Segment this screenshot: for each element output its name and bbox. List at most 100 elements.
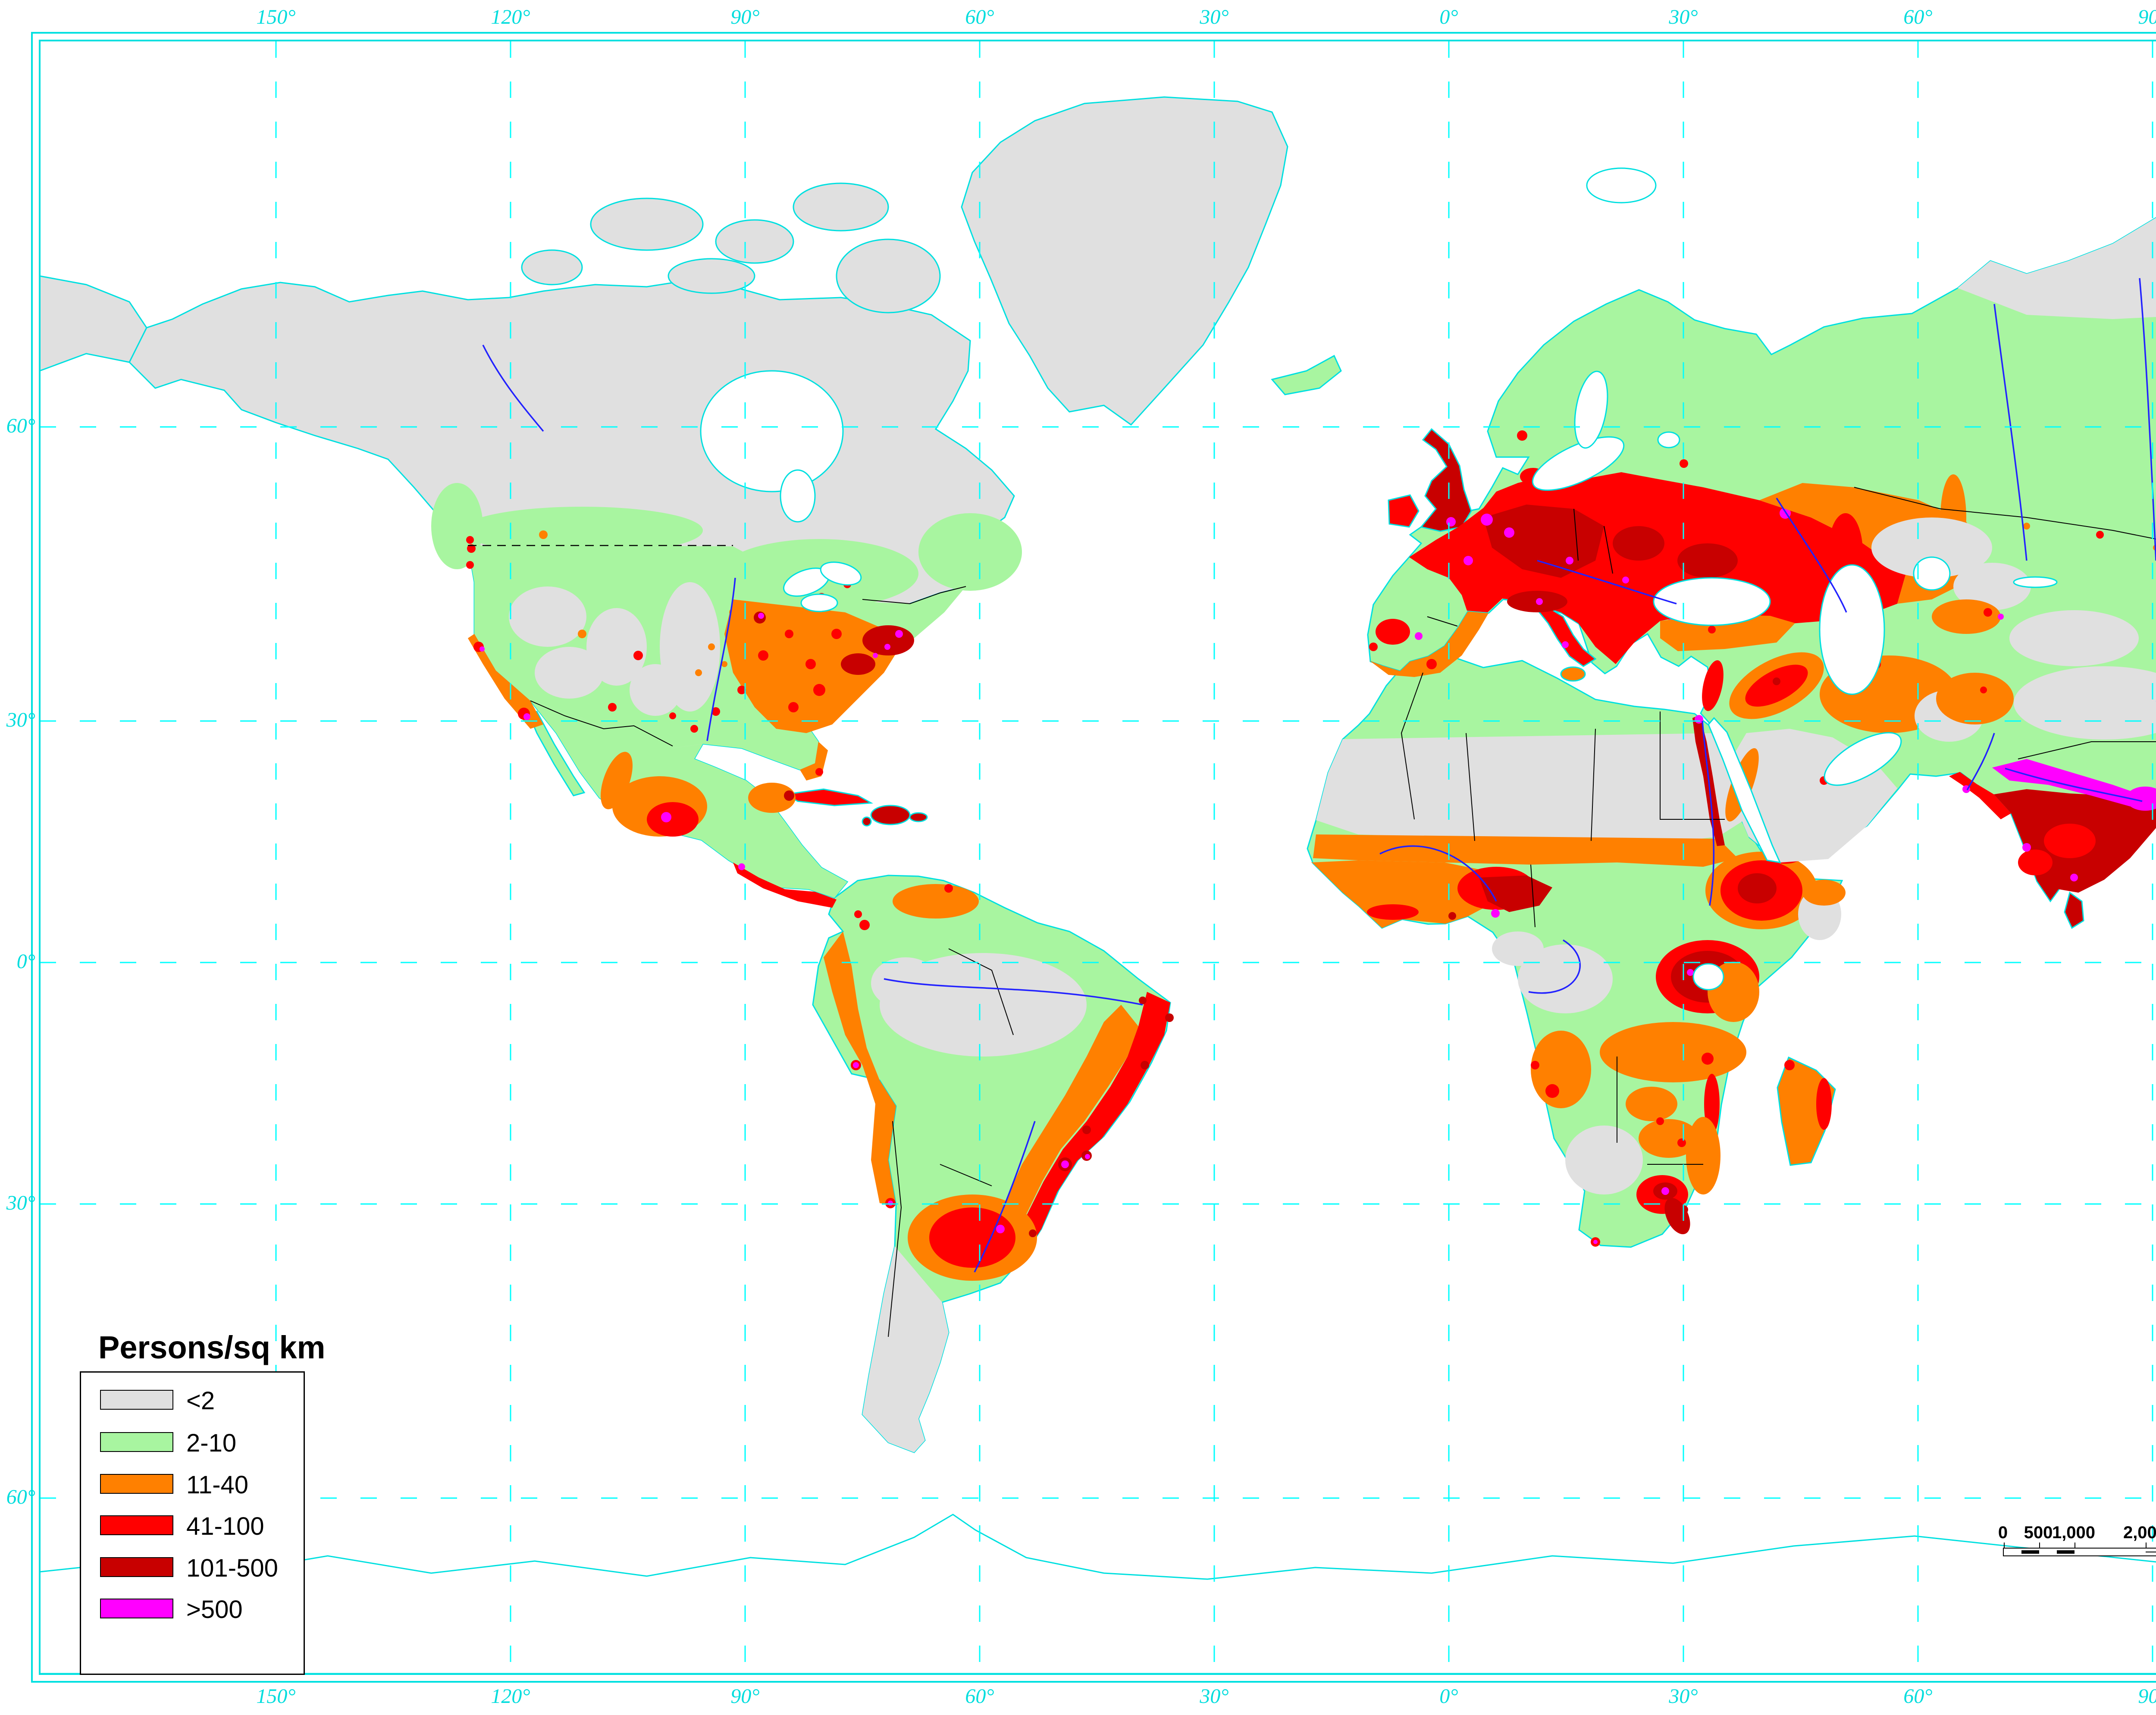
- legend-item: 101-500: [81, 1554, 304, 1583]
- legend-item: 2-10: [81, 1429, 304, 1458]
- eurasia-overlays: [1369, 218, 2156, 900]
- legend-swatch-41-100: [100, 1515, 173, 1535]
- river-niger: [1379, 845, 1497, 902]
- legend-label: 101-500: [186, 1554, 278, 1582]
- legend-item: <2: [81, 1387, 304, 1416]
- lon-label: 90°: [2138, 6, 2156, 28]
- lon-label: 30°: [1669, 6, 1698, 28]
- persian-gulf: [1824, 732, 1902, 786]
- west-coast-cities: [466, 544, 643, 720]
- river-mackenzie: [482, 345, 544, 432]
- red-sea: [1708, 717, 1781, 863]
- rivers: [482, 278, 2156, 1273]
- lake-victoria: [1692, 963, 1724, 991]
- sri-lanka: [2064, 891, 2084, 929]
- caribbean-islands: [783, 788, 928, 827]
- projection-name: Miller Projection: [2003, 1460, 2156, 1488]
- legend-item: >500: [81, 1596, 304, 1624]
- lat-label: 60°: [6, 414, 35, 437]
- river-ob: [1993, 304, 2028, 561]
- lat-label: 60°: [6, 1486, 35, 1508]
- river-nile: [1702, 721, 1715, 906]
- lon-label: 90°: [730, 1685, 760, 1708]
- map-frame: [31, 32, 2156, 1683]
- gulf-of-bothnia: [1574, 370, 1608, 449]
- south-america-overlays: [824, 884, 1174, 1452]
- lon-label: 0°: [1439, 6, 1458, 28]
- scalebar-tick-label: 0: [1998, 1523, 2008, 1542]
- river-parana: [974, 1121, 1036, 1273]
- legend-label: 41-100: [186, 1512, 264, 1540]
- iceland: [1271, 354, 1342, 395]
- james-bay: [780, 469, 816, 523]
- puerto-rico: [909, 812, 928, 822]
- lake-balkhash: [2013, 576, 2058, 588]
- scale-block: Miller Projection SCALE 1:100,000,000 0 …: [1984, 1460, 2156, 1585]
- greenland: [961, 96, 1288, 426]
- river-ganges: [2005, 768, 2143, 802]
- antarctica-coastline: [39, 1514, 2156, 1674]
- legend-swatch-gt500: [100, 1599, 173, 1618]
- legend-swatch-lt2: [100, 1390, 173, 1410]
- aral-sea: [1913, 556, 1951, 591]
- lon-label: 60°: [1903, 1685, 1933, 1708]
- lon-label: 90°: [730, 6, 760, 28]
- jamaica: [862, 816, 872, 827]
- graticule-lines: [40, 41, 2156, 1673]
- scalebar-tick-label: 2,000: [2123, 1523, 2156, 1542]
- legend-box: <2 2-10 11-40 41-100 101-500 >500: [80, 1371, 305, 1675]
- legend-swatch-2-10: [100, 1432, 173, 1452]
- usa-northeast-corridor: [841, 625, 914, 675]
- arctic-islands: [521, 167, 1657, 314]
- italy: [1538, 605, 1597, 667]
- lon-label: 90°: [2138, 1685, 2156, 1708]
- river-indus: [1966, 733, 1995, 790]
- ireland: [1388, 494, 1420, 528]
- cuba: [783, 788, 874, 806]
- seas-and-lakes: [700, 370, 2058, 991]
- legend-swatch-11-40: [100, 1474, 173, 1494]
- river-mississippi: [706, 577, 736, 741]
- river-yenisei: [2139, 278, 2156, 561]
- hispaniola: [870, 805, 911, 825]
- continent-ne-russia-edge: [39, 275, 147, 372]
- river-volga: [1776, 498, 1847, 613]
- kilometers-label: KILOMETERS: [2003, 1560, 2156, 1580]
- lon-label: 0°: [1439, 1685, 1458, 1708]
- scale-ratio-text: SCALE 1:100,000,000: [2003, 1496, 2156, 1519]
- usa-west-dry-patches: [509, 582, 720, 716]
- california-coast: [468, 634, 543, 729]
- lon-label: 150°: [256, 6, 296, 28]
- lon-label: 150°: [256, 1685, 296, 1708]
- lon-label: 30°: [1200, 1685, 1229, 1708]
- country-borders: [468, 487, 2156, 1337]
- scalebar-tick-label: 500: [2024, 1523, 2053, 1542]
- sicily: [1560, 666, 1586, 682]
- legend-title: Persons/sq km: [98, 1329, 326, 1365]
- central-america-strip: [733, 862, 837, 908]
- lon-label: 120°: [491, 6, 530, 28]
- lon-label: 120°: [491, 1685, 530, 1708]
- great-britain: [1420, 428, 1472, 532]
- lat-label: 30°: [6, 709, 35, 731]
- river-danube: [1537, 560, 1677, 605]
- caspian-sea: [1819, 564, 1885, 695]
- lat-label: 0°: [16, 950, 35, 973]
- legend-label: <2: [186, 1387, 215, 1415]
- legend-swatch-101-500: [100, 1557, 173, 1577]
- scale-bar: [2003, 1543, 2156, 1556]
- lat-label: 30°: [6, 1191, 35, 1214]
- hudson-bay: [700, 370, 844, 492]
- lon-label: 60°: [965, 6, 994, 28]
- lon-label: 60°: [965, 1685, 994, 1708]
- scalebar-tick-label: 1,000: [2052, 1523, 2096, 1542]
- lon-label: 60°: [1903, 6, 1933, 28]
- legend-item: 11-40: [81, 1471, 304, 1500]
- lake-ladoga: [1657, 431, 1680, 448]
- great-lakes: [783, 561, 862, 612]
- lon-label: 30°: [1669, 1685, 1698, 1708]
- legend-label: 2-10: [186, 1429, 237, 1457]
- river-congo: [1528, 939, 1581, 994]
